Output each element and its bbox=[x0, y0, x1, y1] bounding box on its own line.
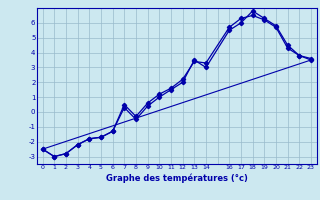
X-axis label: Graphe des températures (°c): Graphe des températures (°c) bbox=[106, 173, 248, 183]
